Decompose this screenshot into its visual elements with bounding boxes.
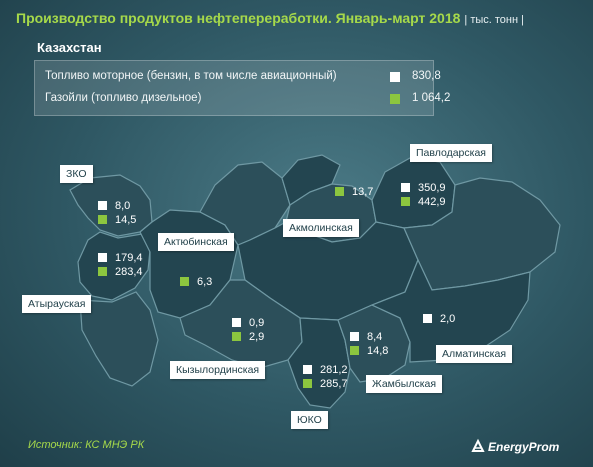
value-motor-zko: 8,0 (115, 200, 131, 212)
marker-green (98, 215, 107, 224)
legend-value-gasoil: 1 064,2 (412, 92, 451, 104)
chart-title: Производство продуктов нефтепереработки.… (16, 10, 524, 26)
brand-name: EnergyProm (488, 440, 560, 454)
region-label-atyrau: Атырауская (22, 295, 92, 313)
value-gasoil-atyrau: 283,4 (115, 266, 143, 278)
region-values-pavlodar: 350,9 442,9 (401, 182, 461, 212)
region-values-zko: 8,0 14,5 (98, 200, 158, 230)
marker-white (98, 201, 107, 210)
region-atyrau (77, 231, 151, 301)
marker-white (350, 332, 359, 341)
region-values-almaty: 2,0 (423, 313, 473, 327)
marker-green (335, 187, 344, 196)
country-name: Казахстан (37, 40, 102, 55)
region-values-aktobe: 6,3 (180, 276, 230, 290)
marker-green (98, 267, 107, 276)
value-gasoil-zko: 14,5 (115, 214, 137, 226)
region-label-zko: ЗКО (60, 165, 93, 183)
title-text: Производство продуктов нефтепереработки.… (16, 10, 461, 26)
marker-white (423, 314, 432, 323)
region-label-akmola: Акмолинская (283, 219, 359, 237)
region-values-kyzylorda: 0,9 2,9 (232, 317, 282, 347)
marker-green (232, 332, 241, 341)
value-motor-uko: 281,2 (320, 364, 348, 376)
region-values-uko: 281,2 285,7 (303, 364, 363, 394)
marker-white (303, 365, 312, 374)
marker-green (180, 277, 189, 286)
value-gasoil-zhambyl: 14,8 (367, 345, 389, 357)
region-almaty (370, 258, 531, 363)
marker-green (401, 197, 410, 206)
marker-green (350, 346, 359, 355)
legend-swatch-green (390, 94, 400, 104)
value-gasoil-pavlodar: 442,9 (418, 196, 446, 208)
region-values-atyrau: 179,4 283,4 (98, 252, 158, 282)
value-motor-kyzylorda: 0,9 (249, 317, 265, 329)
region-label-almaty: Алматинская (436, 345, 513, 363)
value-gasoil-uko: 285,7 (320, 378, 348, 390)
region-label-zhambyl: Жамбылская (366, 375, 443, 393)
value-motor-zhambyl: 8,4 (367, 331, 383, 343)
region-mangystau (79, 291, 159, 387)
energyprom-logo-icon (471, 438, 485, 452)
legend-swatch-white (390, 72, 400, 82)
region-label-aktobe: Актюбинская (158, 233, 234, 251)
legend-value-motor: 830,8 (412, 70, 441, 82)
region-label-pavlodar: Павлодарская (410, 144, 492, 162)
value-gasoil-akmola: 13,7 (352, 186, 374, 198)
title-unit: | тыс. тонн | (464, 14, 524, 26)
value-gasoil-aktobe: 6,3 (197, 276, 213, 288)
legend-row-gasoil: Газойли (топливо дизельное) 1 064,2 (45, 92, 450, 108)
source-note: Источник: КС МНЭ РК (28, 439, 145, 451)
marker-white (232, 318, 241, 327)
legend-row-motor: Топливо моторное (бензин, в том числе ав… (45, 70, 441, 86)
value-motor-almaty: 2,0 (440, 313, 456, 325)
legend-label-motor: Топливо моторное (бензин, в том числе ав… (45, 70, 337, 82)
country-legend: Топливо моторное (бензин, в том числе ав… (34, 60, 450, 116)
marker-white (401, 183, 410, 192)
legend-label-gasoil: Газойли (топливо дизельное) (45, 92, 202, 104)
region-label-uko: ЮКО (291, 411, 328, 429)
region-values-zhambyl: 8,4 14,8 (350, 331, 410, 361)
marker-green (303, 379, 312, 388)
value-motor-atyrau: 179,4 (115, 252, 143, 264)
region-label-kyzylorda: Кызылординская (170, 361, 266, 379)
value-motor-pavlodar: 350,9 (418, 182, 446, 194)
marker-white (98, 253, 107, 262)
value-gasoil-kyzylorda: 2,9 (249, 331, 265, 343)
region-values-akmola: 13,7 (335, 186, 385, 200)
